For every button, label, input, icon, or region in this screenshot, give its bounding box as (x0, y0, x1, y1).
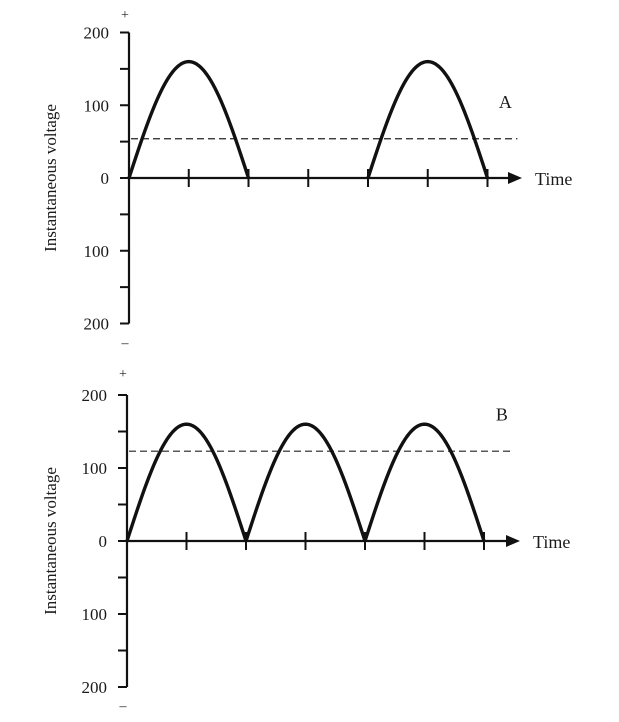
x-axis-title: Time (533, 532, 570, 552)
y-tick-label: 0 (101, 169, 110, 188)
y-negative-sign: – (119, 699, 128, 714)
x-axis-arrowhead (506, 535, 520, 547)
panel-label: B (496, 405, 508, 425)
y-tick-label: 200 (82, 678, 108, 697)
voltage-half-cycle (363, 422, 486, 542)
y-axis-title: Instantaneous voltage (41, 467, 60, 615)
y-tick-label: 200 (84, 24, 110, 43)
x-axis-arrowhead (508, 172, 522, 184)
y-positive-sign: + (121, 8, 129, 23)
voltage-half-cycle (366, 59, 490, 179)
voltage-half-cycle (244, 422, 367, 542)
voltage-half-cycle (127, 59, 251, 179)
chart-panel-a: 200 100 0 100 200 + – Instantaneous voltage Time… (41, 8, 572, 351)
y-tick-label: 100 (82, 459, 108, 478)
y-tick-label: 200 (84, 315, 110, 334)
chart-panel-b: 200 100 0 100 200 + – Instantaneous voltage Time… (41, 367, 570, 714)
voltage-half-cycle (125, 422, 248, 542)
y-tick-label: 200 (82, 386, 108, 405)
y-tick-label: 100 (84, 242, 110, 261)
y-positive-sign: + (119, 367, 127, 382)
x-axis-title: Time (535, 169, 572, 189)
panel-label: A (499, 92, 512, 112)
y-axis-title: Instantaneous voltage (41, 104, 60, 252)
y-tick-label: 100 (84, 96, 110, 115)
y-tick-label: 100 (82, 605, 108, 624)
y-tick-label: 0 (99, 532, 108, 551)
y-negative-sign: – (121, 336, 130, 351)
